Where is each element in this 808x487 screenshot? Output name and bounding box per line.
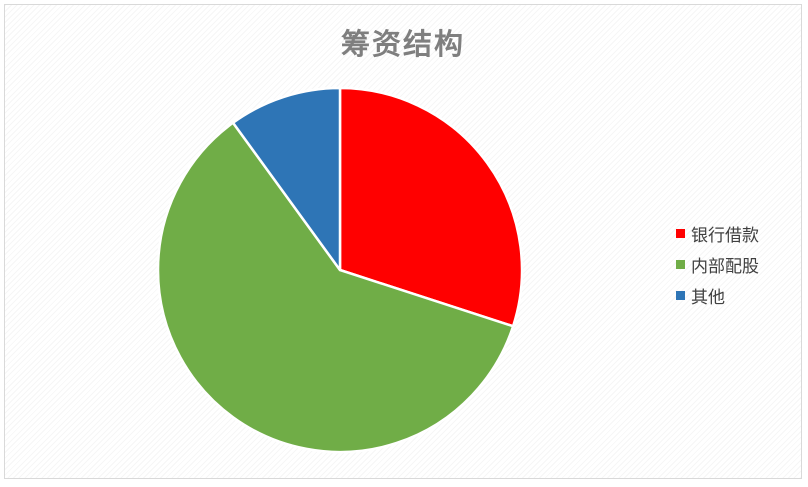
legend-swatch-internal-rights [676, 260, 685, 269]
legend-label-bank-loan: 银行借款 [691, 226, 759, 246]
chart-title: 筹资结构 [340, 27, 465, 61]
pie-slice-other [231, 86, 342, 272]
legend-item-bank-loan: 银行借款 [676, 218, 759, 249]
pie-slice-internal-rights [156, 121, 515, 454]
legend-label-other: 其他 [691, 288, 725, 308]
legend-label-internal-rights: 内部配股 [691, 257, 759, 277]
legend-swatch-other [676, 291, 685, 300]
pie-slice-bank-loan [338, 86, 524, 328]
legend-item-other: 其他 [676, 280, 759, 311]
legend-swatch-bank-loan [676, 229, 685, 238]
legend-item-internal-rights: 内部配股 [676, 249, 759, 280]
legend: 银行借款 内部配股 其他 [676, 218, 759, 311]
